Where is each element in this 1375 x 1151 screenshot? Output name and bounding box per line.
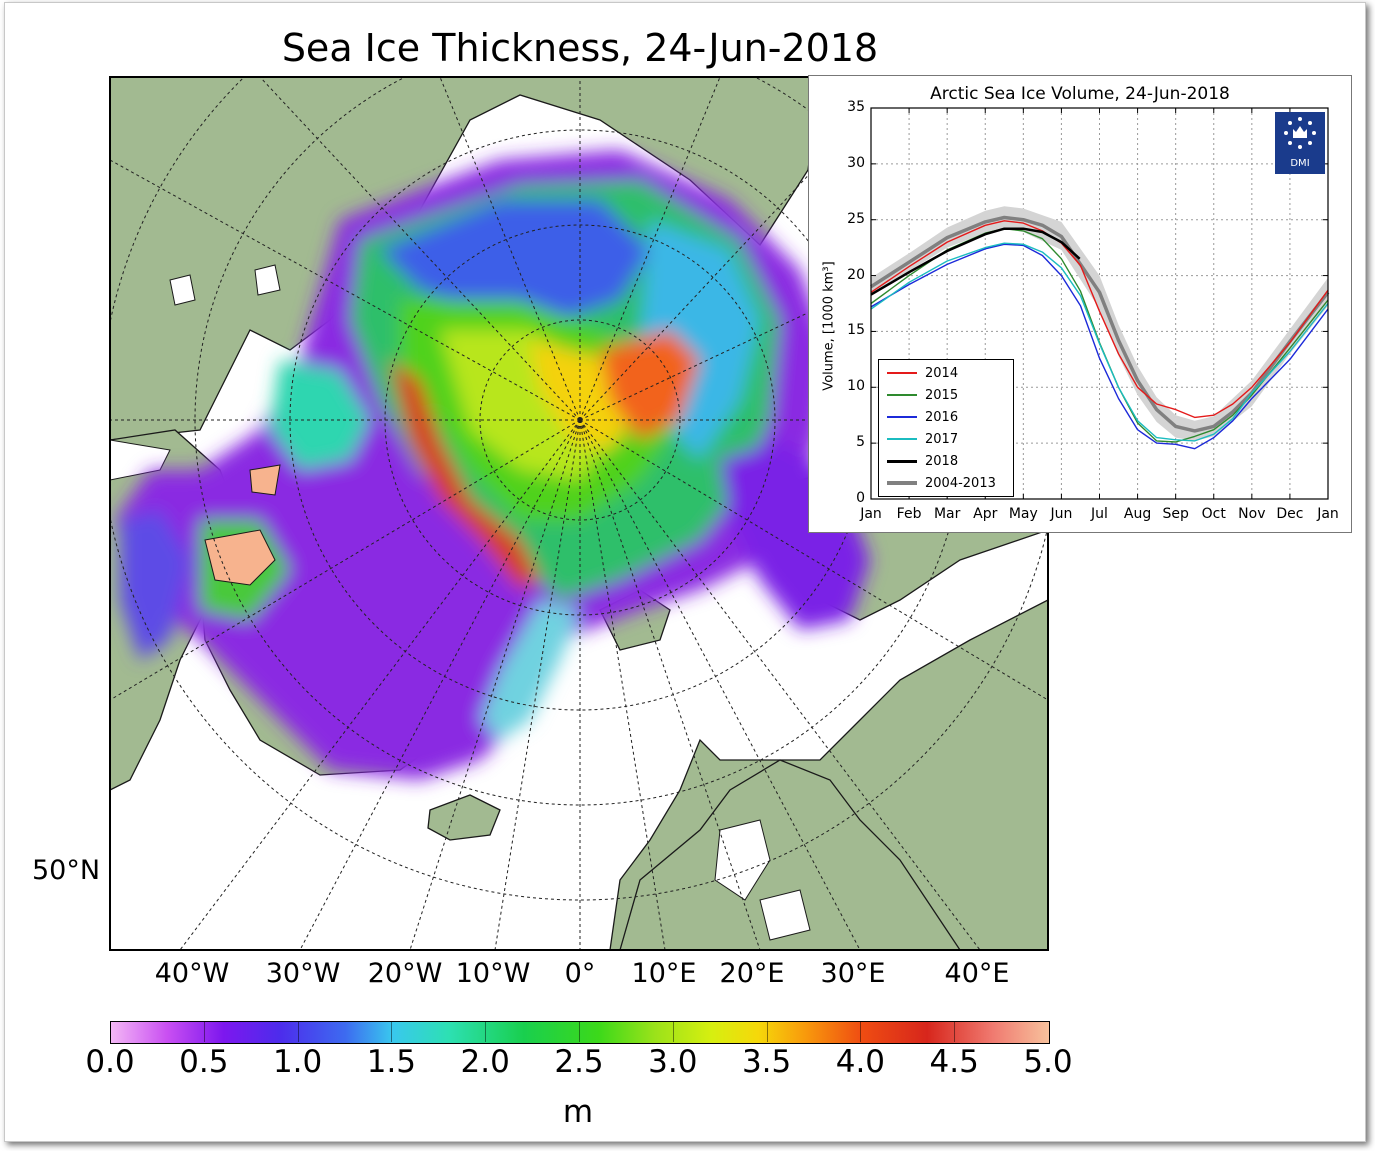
legend-item: 2016 — [887, 408, 958, 426]
x-tick-label: Nov — [1238, 506, 1266, 522]
y-tick-label: 10 — [847, 378, 865, 395]
sea-ice-field — [115, 150, 870, 780]
colorbar-tick-label: 5.0 — [1023, 1044, 1073, 1080]
lon-label-40w: 40°W — [154, 958, 230, 989]
colorbar-tick-label: 4.5 — [929, 1044, 979, 1080]
map-title: Sea Ice Thickness, 24-Jun-2018 — [281, 26, 879, 70]
hudson-bay-thick-ice — [204, 529, 276, 586]
legend-label: 2016 — [925, 409, 959, 425]
dmi-logo: DMI — [1275, 112, 1325, 174]
lon-label-40e: 40°E — [944, 958, 1010, 989]
x-tick-label: Aug — [1123, 506, 1152, 522]
y-tick-label: 5 — [856, 434, 865, 451]
legend-item: 2018 — [887, 452, 958, 470]
colorbar-tick-label: 3.5 — [741, 1044, 792, 1080]
series-line-2014 — [870, 220, 1329, 419]
colorbar-tick-label: 1.5 — [366, 1044, 417, 1080]
x-tick-label: Dec — [1276, 506, 1304, 522]
legend-swatch — [887, 394, 917, 396]
legend-item: 2004-2013 — [887, 474, 996, 492]
colorbar-tick-mark — [579, 1022, 580, 1042]
legend-swatch — [887, 438, 917, 440]
series-line-2017 — [870, 242, 1329, 442]
colorbar-tick-mark — [203, 1022, 205, 1042]
colorbar-tick-mark — [485, 1022, 487, 1042]
colorbar-unit: m — [562, 1094, 594, 1130]
legend-swatch — [887, 416, 917, 418]
x-tick-label: Feb — [896, 506, 922, 522]
colorbar-tick-mark — [391, 1022, 393, 1042]
legend-item: 2014 — [887, 364, 958, 382]
x-tick-label: Jun — [1050, 506, 1073, 522]
x-tick-label: Oct — [1201, 506, 1226, 522]
lon-label-0: 0° — [564, 958, 596, 989]
legend-label: 2018 — [925, 453, 959, 469]
volume-chart-title: Arctic Sea Ice Volume, 24-Jun-2018 — [930, 84, 1230, 104]
colorbar-tick-mark — [954, 1022, 956, 1042]
series-line-2018 — [870, 227, 1081, 296]
colorbar-tick-label: 0.5 — [179, 1044, 229, 1080]
colorbar-tick-label: 0.0 — [85, 1044, 135, 1080]
y-tick-label: 20 — [847, 266, 865, 283]
x-tick-label: Jan — [860, 506, 882, 522]
legend-swatch — [887, 372, 917, 374]
volume-chart-inset: Arctic Sea Ice Volume, 24-Jun-2018 Volum… — [808, 75, 1352, 533]
x-tick-label: Mar — [933, 506, 961, 522]
x-tick-label: Jan — [1317, 506, 1339, 522]
colorbar-tick-mark — [860, 1022, 862, 1042]
colorbar-tick-label: 4.0 — [835, 1044, 886, 1080]
land-lakes — [110, 264, 811, 941]
legend-item: 2015 — [887, 386, 958, 404]
colorbar-tick-mark — [766, 1022, 768, 1042]
y-tick-label: 0 — [856, 490, 865, 506]
foxe-basin-thick-ice — [249, 464, 281, 496]
volume-chart-legend: 2014 2015 2016 2017 2018 2004-2013 — [878, 359, 1014, 497]
x-tick-label: May — [1008, 506, 1038, 522]
legend-swatch — [887, 481, 917, 485]
colorbar-tick-label: 2.0 — [460, 1044, 510, 1080]
x-tick-label: Apr — [973, 506, 998, 522]
colorbar-tick-label: 2.5 — [554, 1044, 604, 1080]
lon-label-30w: 30°W — [265, 958, 341, 989]
lat-label-50n: 50°N — [32, 855, 101, 886]
y-tick-label: 25 — [847, 210, 865, 227]
colorbar-tick-label: 3.0 — [648, 1044, 698, 1080]
x-tick-label: Jul — [1091, 506, 1108, 522]
series-line-2016 — [870, 243, 1329, 450]
lon-label-20w: 20°W — [367, 958, 443, 989]
lon-label-20e: 20°E — [719, 958, 785, 989]
legend-label: 2004-2013 — [925, 475, 996, 491]
colorbar-tick-mark — [297, 1022, 299, 1042]
legend-label: 2015 — [925, 387, 959, 403]
legend-label: 2014 — [925, 365, 959, 381]
y-tick-label: 35 — [847, 99, 865, 115]
lon-label-30e: 30°E — [820, 958, 886, 989]
volume-chart-plot — [870, 107, 1330, 500]
thickness-colorbar — [110, 1021, 1050, 1044]
legend-item: 2017 — [887, 430, 958, 448]
colorbar-tick-mark — [672, 1022, 674, 1042]
dmi-logo-text: DMI — [1290, 158, 1310, 169]
x-tick-label: Sep — [1162, 506, 1189, 522]
crown-icon — [1284, 117, 1316, 149]
lon-label-10e: 10°E — [631, 958, 697, 989]
legend-swatch — [887, 459, 917, 463]
y-tick-label: 30 — [847, 154, 865, 171]
colorbar-tick-label: 1.0 — [272, 1044, 323, 1080]
lon-label-10w: 10°W — [455, 958, 531, 989]
y-tick-label: 15 — [847, 322, 865, 339]
legend-label: 2017 — [925, 431, 959, 447]
series-line-2004-2013 — [870, 215, 1330, 433]
